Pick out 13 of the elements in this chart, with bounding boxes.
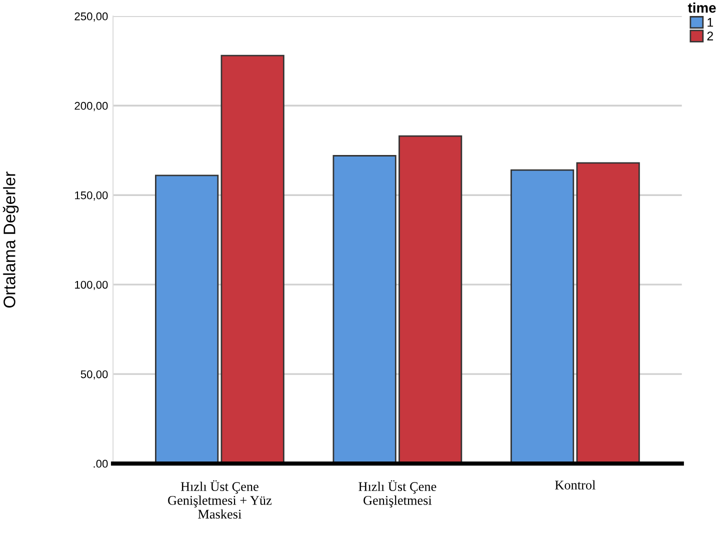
y-tick-label: .00 [94,460,108,468]
y-axis-title: Ortalama Değerler [2,172,19,308]
y-tick-label: 50,00 [80,370,108,380]
x-tick-label: Kontrol [555,480,596,490]
y-tick-label: 200,00 [74,102,108,112]
y-tick-label: 100,00 [75,280,108,290]
legend-label: 2 [707,32,713,40]
y-tick-label: 150,00 [75,191,108,201]
legend-label: 1 [708,18,714,27]
x-tick-label: Hızlı Üst Çene Genişletmesi [358,480,436,508]
legend-title: time [688,2,716,13]
x-tick-label: Hızlı Üst Çene Genişletmesi + Yüz Maskesi [168,480,272,519]
y-tick-label: 250,00 [74,12,108,22]
